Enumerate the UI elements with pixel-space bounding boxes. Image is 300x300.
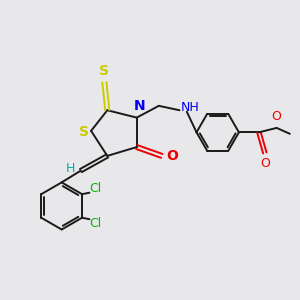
Text: S: S: [79, 125, 89, 139]
Text: Cl: Cl: [89, 217, 102, 230]
Text: O: O: [272, 110, 281, 124]
Text: Cl: Cl: [89, 182, 102, 195]
Text: NH: NH: [181, 101, 200, 114]
Text: H: H: [66, 162, 76, 175]
Text: S: S: [99, 64, 110, 78]
Text: O: O: [260, 158, 270, 170]
Text: N: N: [133, 99, 145, 113]
Text: O: O: [166, 149, 178, 163]
